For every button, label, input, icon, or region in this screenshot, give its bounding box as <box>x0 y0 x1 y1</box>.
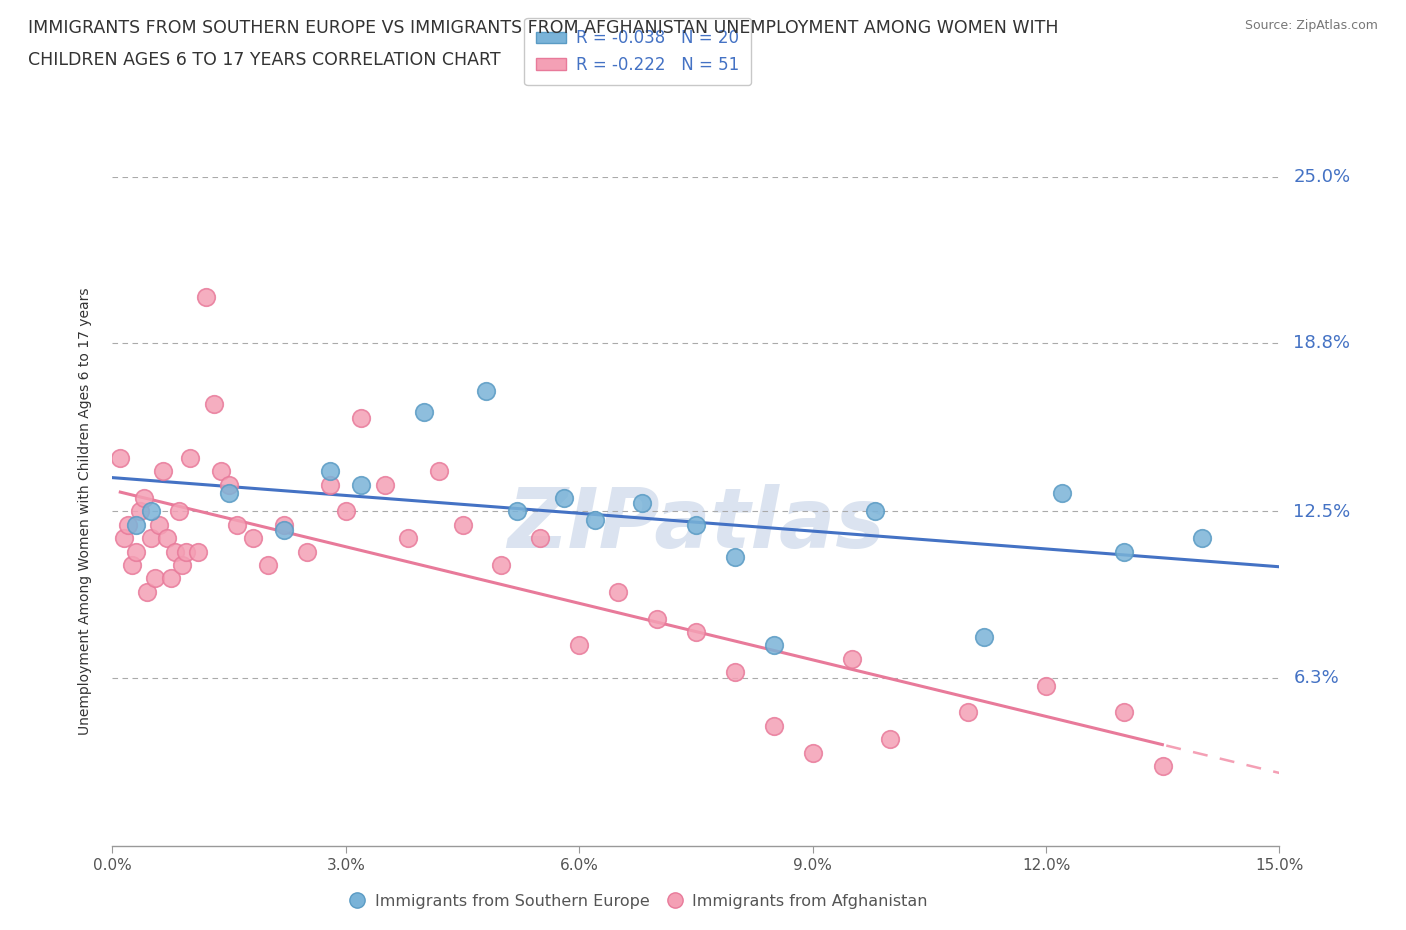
Point <box>451 517 474 532</box>
Point <box>156 531 179 546</box>
Text: ZIPatlas: ZIPatlas <box>508 485 884 565</box>
Point <box>112 531 135 546</box>
Point <box>295 544 318 559</box>
Point <box>879 732 901 747</box>
Point <box>1152 759 1174 774</box>
Point <box>427 464 450 479</box>
Y-axis label: Unemployment Among Women with Children Ages 6 to 17 years: Unemployment Among Women with Children A… <box>77 287 91 736</box>
Point <box>121 558 143 573</box>
Point <box>762 718 785 733</box>
Point <box>801 745 824 760</box>
Point <box>1112 544 1135 559</box>
Point <box>257 558 280 573</box>
Text: CHILDREN AGES 6 TO 17 YEARS CORRELATION CHART: CHILDREN AGES 6 TO 17 YEARS CORRELATION … <box>28 51 501 69</box>
Point <box>218 477 240 492</box>
Point <box>396 531 419 546</box>
Point <box>1191 531 1213 546</box>
Point <box>350 410 373 425</box>
Point <box>141 504 163 519</box>
Point <box>141 531 163 546</box>
Point <box>218 485 240 500</box>
Text: Source: ZipAtlas.com: Source: ZipAtlas.com <box>1244 19 1378 32</box>
Point <box>117 517 139 532</box>
Point <box>350 477 373 492</box>
Point <box>1035 678 1057 693</box>
Point <box>475 383 498 398</box>
Point <box>973 630 995 644</box>
Point <box>412 405 434 419</box>
Legend: Immigrants from Southern Europe, Immigrants from Afghanistan: Immigrants from Southern Europe, Immigra… <box>342 887 934 915</box>
Point <box>128 504 150 519</box>
Point <box>374 477 396 492</box>
Point <box>841 651 863 666</box>
Point <box>273 523 295 538</box>
Point <box>125 517 148 532</box>
Point <box>148 517 170 532</box>
Point <box>176 544 198 559</box>
Text: 12.5%: 12.5% <box>1294 502 1351 521</box>
Point <box>685 625 707 640</box>
Point <box>724 665 747 680</box>
Point <box>553 491 575 506</box>
Point <box>583 512 606 527</box>
Text: 6.3%: 6.3% <box>1294 669 1339 686</box>
Point <box>194 290 217 305</box>
Point <box>179 450 201 465</box>
Point <box>685 517 707 532</box>
Point <box>529 531 551 546</box>
Point <box>110 450 132 465</box>
Point <box>202 397 225 412</box>
Point <box>209 464 232 479</box>
Point <box>273 517 295 532</box>
Point <box>607 584 630 599</box>
Point <box>187 544 209 559</box>
Point <box>172 558 194 573</box>
Text: 18.8%: 18.8% <box>1294 334 1350 352</box>
Point <box>136 584 159 599</box>
Point <box>163 544 186 559</box>
Point <box>630 496 652 511</box>
Point <box>1050 485 1073 500</box>
Point <box>125 544 148 559</box>
Point <box>762 638 785 653</box>
Point <box>160 571 183 586</box>
Point <box>568 638 591 653</box>
Point <box>132 491 155 506</box>
Text: 25.0%: 25.0% <box>1294 167 1351 186</box>
Point <box>152 464 174 479</box>
Point <box>319 477 342 492</box>
Point <box>724 550 747 565</box>
Point <box>319 464 342 479</box>
Text: IMMIGRANTS FROM SOUTHERN EUROPE VS IMMIGRANTS FROM AFGHANISTAN UNEMPLOYMENT AMON: IMMIGRANTS FROM SOUTHERN EUROPE VS IMMIG… <box>28 19 1059 36</box>
Point <box>506 504 529 519</box>
Point <box>957 705 980 720</box>
Point <box>491 558 513 573</box>
Point <box>167 504 190 519</box>
Point <box>226 517 249 532</box>
Point <box>335 504 357 519</box>
Point <box>645 611 668 626</box>
Point <box>242 531 264 546</box>
Point <box>143 571 166 586</box>
Point <box>863 504 886 519</box>
Point <box>1112 705 1135 720</box>
